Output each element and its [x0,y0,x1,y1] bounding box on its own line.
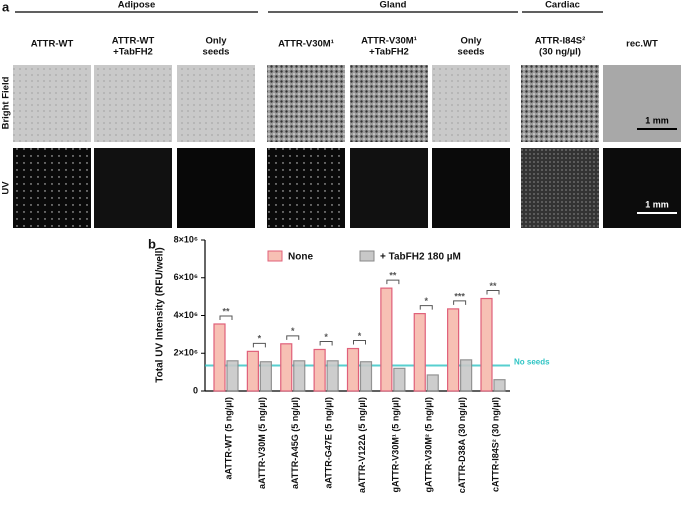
bar [293,360,306,392]
column-label: +TabFH2 [113,47,153,58]
uv-image [432,148,510,228]
bar [413,313,426,392]
y-tick-label: 2×10⁶ [174,348,198,358]
significance-label: ** [489,281,497,291]
x-tick-label: aATTR-V122Δ (5 ng/µl) [357,397,367,493]
x-tick-label: cATTR-D38A (30 ng/µl) [457,397,467,493]
bright-field-image [94,65,172,142]
bar [213,323,226,392]
y-tick-label: 8×10⁶ [174,234,198,244]
bar [280,343,293,392]
scale-label: 1 mm [645,199,669,209]
uv-image [267,148,345,228]
x-tick-label: aATTR-G47E (5 ng/µl) [324,397,334,489]
column-label: ATTR-V30M¹ [278,39,334,50]
row-label: UV [1,181,12,195]
bar [480,297,493,392]
x-tick-label: gATTR-V30M² (5 ng/µl) [424,397,434,493]
legend-swatch [359,250,375,262]
legend-swatch [267,250,283,262]
column-label: seeds [203,47,230,58]
column-label: Only [460,36,482,47]
significance-bracket [453,300,467,305]
column-label: rec.WT [626,39,658,50]
column-label: seeds [458,47,485,58]
significance-bracket [286,335,300,340]
significance-label: ** [389,271,397,281]
reference-label: No seeds [514,358,550,367]
uv-image [603,148,681,228]
bar [326,360,339,392]
bar [359,361,373,392]
significance-label: *** [454,291,465,301]
row-label: Bright Field [1,76,12,129]
panel-label: b [148,236,156,251]
bright-field-image [13,65,91,142]
panel-label: a [2,0,10,14]
significance-bracket [386,279,400,285]
bar [380,287,393,392]
uv-image [177,148,255,228]
column-label: Only [205,36,227,47]
bar [246,350,259,392]
x-tick-label: cATTR-I84S² (30 ng/µl) [490,397,500,492]
x-tick-label: aATTR-A45G (5 ng/µl) [290,397,300,489]
bar [346,347,360,392]
y-tick-label: 6×10⁶ [174,272,198,282]
x-tick-label: aATTR-WT (5 ng/µl) [223,397,233,480]
uv-image [350,148,428,228]
uv-image [521,148,599,228]
significance-bracket [419,305,433,310]
bright-field-image [603,65,681,142]
column-label: ATTR-WT [31,39,74,50]
y-tick-label: 4×10⁶ [174,310,198,320]
bar [313,348,326,392]
column-label: +TabFH2 [369,47,409,58]
scale-label: 1 mm [645,115,669,125]
significance-label: * [324,332,328,342]
significance-label: * [258,334,262,344]
bright-field-image [177,65,255,142]
bright-field-image [267,65,345,142]
column-label: ATTR-WT [112,36,155,47]
column-label: (30 ng/µl) [539,47,581,58]
legend-label: + TabFH2 180 µM [380,252,461,263]
significance-bracket [252,342,266,348]
bright-field-image [432,65,510,142]
significance-label: * [291,326,295,336]
legend-label: None [288,252,313,263]
uv-image [94,148,172,228]
bar [393,367,406,392]
bar [259,361,272,392]
significance-label: ** [222,306,230,316]
x-tick-label: gATTR-V30M¹ (5 ng/µl) [390,397,400,493]
significance-label: * [358,331,362,341]
y-axis-title: Total UV Intensity (RFU/well) [155,247,166,382]
x-tick-label: aATTR-V30M (5 ng/µl) [257,397,267,489]
bright-field-image [350,65,428,142]
significance-bracket [219,315,233,320]
bar [493,379,506,392]
column-label: ATTR-I84S² [535,36,586,47]
significance-label: * [424,296,428,306]
bar [447,308,460,392]
y-tick-label: 0 [193,385,198,395]
group-header: Gland [380,0,407,11]
significance-bracket [486,290,500,295]
group-header: Cardiac [545,0,580,11]
column-label: ATTR-V30M¹ [361,36,417,47]
uv-image [13,148,91,228]
significance-bracket [353,340,366,345]
bar [226,360,239,392]
bar [460,359,473,392]
group-header: Adipose [118,0,155,11]
bright-field-image [521,65,599,142]
bar [426,374,439,392]
significance-bracket [319,340,333,346]
